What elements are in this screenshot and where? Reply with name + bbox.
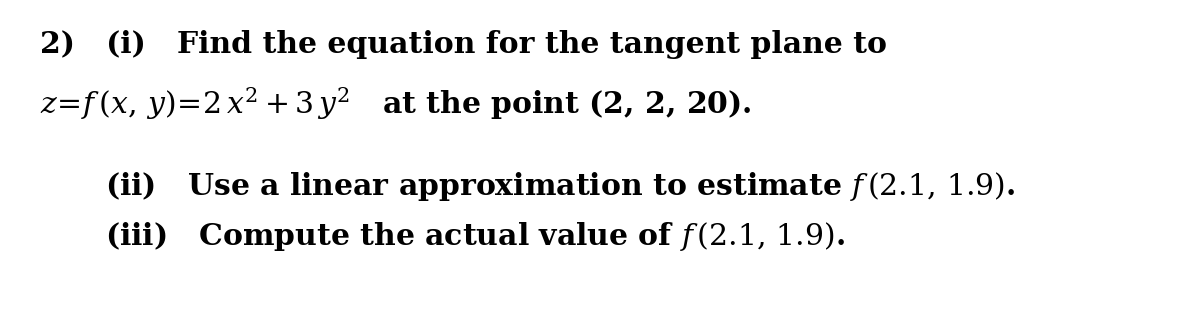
- Text: (ii)   Use a linear approximation to estimate $f\,(2.1,\, 1.9)$.: (ii) Use a linear approximation to estim…: [106, 170, 1015, 203]
- Text: (iii)   Compute the actual value of $f\,(2.1,\, 1.9)$.: (iii) Compute the actual value of $f\,(2…: [106, 220, 845, 253]
- Text: $z\!=\!f\,(x,\, y)\!=\!2\,x^2 + 3\,y^2$   at the point (2, 2, 20).: $z\!=\!f\,(x,\, y)\!=\!2\,x^2 + 3\,y^2$ …: [40, 85, 751, 121]
- Text: 2)   (i)   Find the equation for the tangent plane to: 2) (i) Find the equation for the tangent…: [40, 30, 887, 59]
